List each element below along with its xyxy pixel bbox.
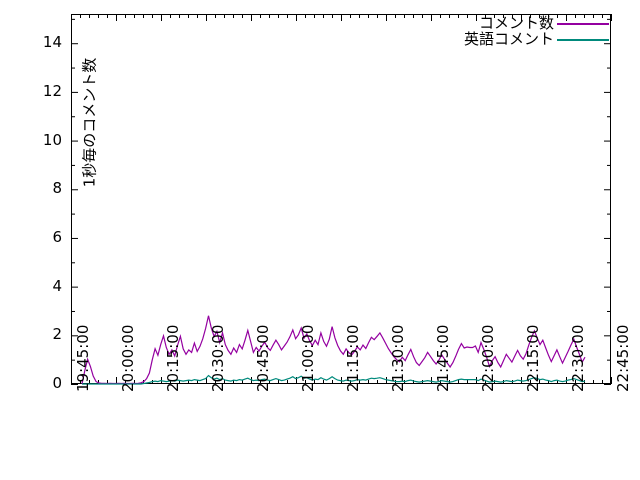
y-tick-label: 6 (52, 227, 62, 246)
x-tick-label: 22:15:00 (524, 324, 542, 392)
x-tick-label: 19:45:00 (74, 324, 92, 392)
x-tick-label: 21:45:00 (434, 324, 452, 392)
x-tick-label: 21:15:00 (344, 324, 362, 392)
y-tick-label: 12 (42, 81, 62, 100)
legend: コメント数 英語コメント (447, 15, 610, 47)
x-tick-label: 21:00:00 (299, 324, 317, 392)
x-tick-label: 22:00:00 (479, 324, 497, 392)
legend-item-comments: コメント数 (447, 15, 610, 31)
y-tick-label: 4 (52, 276, 62, 295)
x-tick-label: 22:30:00 (569, 324, 587, 392)
x-tick-label: 22:45:00 (614, 324, 632, 392)
legend-label-comments: コメント数 (478, 14, 554, 32)
y-tick-label: 8 (52, 179, 62, 198)
legend-swatch-comments (557, 23, 609, 25)
x-tick-label: 21:30:00 (389, 324, 407, 392)
y-tick-label: 2 (52, 325, 62, 344)
y-tick-label: 0 (52, 374, 62, 392)
x-tick-label: 20:30:00 (209, 324, 227, 392)
legend-item-english: 英語コメント (447, 31, 610, 47)
series-line-english (82, 374, 586, 385)
x-tick-label: 20:00:00 (119, 324, 137, 392)
y-tick-label: 14 (42, 33, 62, 52)
y-tick-label: 10 (42, 130, 62, 149)
x-tick-label: 20:45:00 (254, 324, 272, 392)
x-tick-label: 20:15:00 (164, 324, 182, 392)
legend-swatch-english (557, 39, 609, 41)
series-line-comments (81, 315, 586, 385)
legend-label-english: 英語コメント (463, 30, 554, 48)
